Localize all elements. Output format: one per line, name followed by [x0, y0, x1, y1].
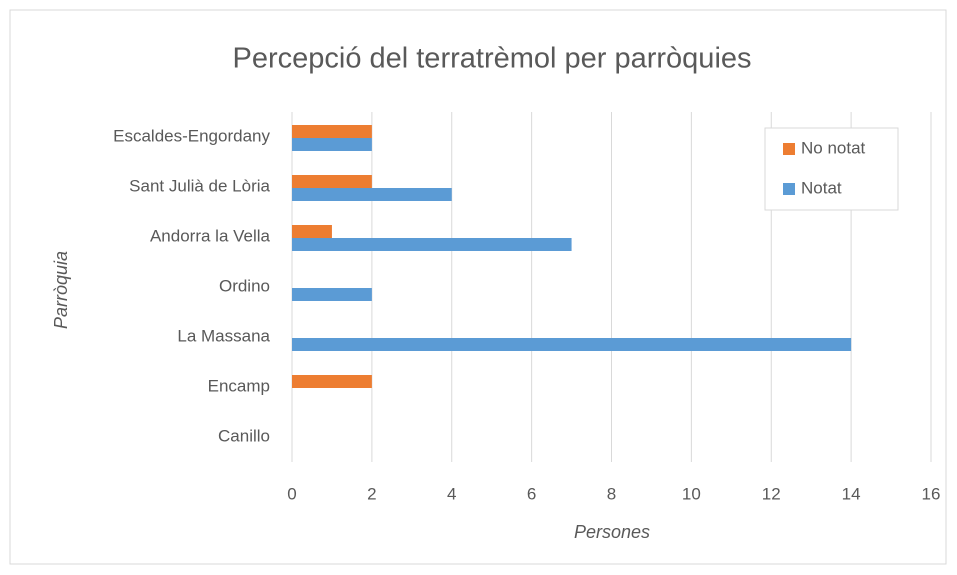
x-tick-label: 10: [682, 484, 701, 503]
x-tick-label: 2: [367, 484, 376, 503]
bar: [292, 175, 372, 188]
x-tick-label: 14: [842, 484, 861, 503]
legend-box: [764, 127, 899, 211]
bar: [292, 338, 852, 351]
bar: [292, 125, 372, 138]
chart-title: Percepció del terratrèmol per parròquies: [232, 43, 751, 75]
bar: [292, 375, 372, 388]
y-tick-label: Escaldes-Engordany: [113, 126, 270, 145]
x-tick-label: 16: [922, 484, 941, 503]
y-axis-title: Parròquia: [51, 251, 71, 329]
bar: [292, 138, 372, 151]
y-tick-label: La Massana: [177, 326, 270, 345]
x-tick-label: 4: [447, 484, 456, 503]
y-tick-label: Andorra la Vella: [150, 226, 271, 245]
bar: [292, 188, 452, 201]
x-axis-title: Persones: [574, 522, 650, 542]
y-tick-label: Ordino: [219, 276, 270, 295]
y-tick-label: Encamp: [208, 376, 270, 395]
y-tick-label: Canillo: [218, 426, 270, 445]
x-tick-label: 12: [762, 484, 781, 503]
x-tick-label: 6: [527, 484, 536, 503]
legend-swatch: [783, 143, 795, 155]
legend-label: No notat: [801, 138, 866, 157]
bar: [292, 225, 332, 238]
x-tick-label: 0: [287, 484, 296, 503]
legend-label: Notat: [801, 178, 842, 197]
bar: [292, 288, 372, 301]
legend-swatch: [783, 183, 795, 195]
x-tick-label: 8: [607, 484, 616, 503]
bar: [292, 238, 572, 251]
y-tick-label: Sant Julià de Lòria: [129, 176, 270, 195]
chart-frame: [9, 9, 947, 565]
